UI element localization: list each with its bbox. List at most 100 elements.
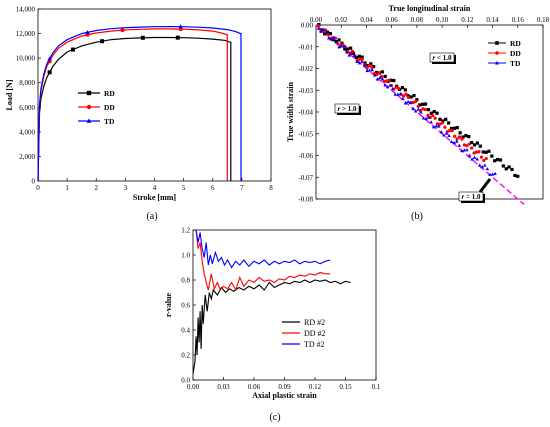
x-tick-label: 7 bbox=[240, 184, 244, 192]
data-point-DD bbox=[326, 33, 330, 37]
plot-frame bbox=[192, 229, 377, 381]
chart-a: 0 1 2 3 4 5 6 7 8 0 2,000 4,000 6,000 8,000 10,000 12,0… bbox=[5, 6, 273, 203]
x-tick-label: 0.00 bbox=[310, 16, 323, 24]
data-point-TD bbox=[398, 91, 403, 96]
series-line-TD bbox=[37, 25, 242, 182]
data-point-DD bbox=[477, 150, 481, 154]
data-point-DD bbox=[482, 158, 486, 163]
legend-marker-TD bbox=[495, 60, 499, 65]
data-point-DD bbox=[384, 79, 389, 83]
annotation-r-lt-1-box bbox=[429, 52, 455, 63]
data-point-DD bbox=[455, 137, 459, 141]
data-point-TD bbox=[355, 59, 359, 63]
x-tick-label: 0.12 bbox=[461, 16, 474, 24]
y-tick-label: 0 bbox=[32, 178, 36, 186]
y-tick-label: 0.2 bbox=[181, 352, 190, 360]
data-point-TD bbox=[347, 53, 352, 57]
data-point-DD bbox=[470, 146, 474, 150]
y-tick-label: 8,000 bbox=[19, 79, 35, 87]
y-tick-label: 1.2 bbox=[181, 227, 190, 235]
legend-marker-DD bbox=[495, 51, 499, 55]
chart-c: 0.00 0.03 0.06 0.09 0.12 0.15 0.1 0.0 0.2 0.4 0.6 0… bbox=[164, 227, 381, 401]
data-point-TD bbox=[362, 63, 367, 67]
data-point-DD bbox=[438, 122, 442, 126]
data-point-RD bbox=[470, 141, 474, 145]
data-point-TD bbox=[367, 68, 372, 72]
data-point-RD bbox=[423, 102, 428, 106]
y-tick-label: 14,000 bbox=[16, 6, 36, 14]
data-point-TD bbox=[332, 35, 336, 39]
x-tick-label: 0.06 bbox=[386, 16, 399, 24]
x-tick-label: 0.02 bbox=[335, 16, 348, 24]
data-point-DD bbox=[474, 150, 479, 154]
data-point-TD bbox=[485, 167, 490, 171]
data-point-TD bbox=[434, 124, 438, 128]
data-point-RD bbox=[441, 119, 445, 123]
data-point-RD bbox=[444, 117, 448, 121]
data-point-RD bbox=[389, 78, 393, 82]
data-point-RD bbox=[369, 62, 373, 66]
x-tick-label: 0.03 bbox=[217, 383, 230, 391]
data-point-RD bbox=[346, 47, 350, 51]
data-point-TD bbox=[390, 86, 395, 91]
series-RD bbox=[317, 22, 520, 178]
legend-label-RD: RD bbox=[104, 89, 115, 98]
legend-label-TD: TD bbox=[510, 59, 521, 68]
data-point-RD bbox=[363, 61, 367, 65]
data-point-RD bbox=[415, 98, 419, 102]
data-point-RD bbox=[337, 38, 341, 42]
data-point-TD bbox=[437, 124, 441, 128]
x-tick-label: 3 bbox=[124, 184, 128, 192]
data-point-RD bbox=[343, 47, 347, 51]
x-tick-label: 0.06 bbox=[248, 383, 261, 391]
data-point-RD bbox=[372, 64, 376, 69]
data-point-RD bbox=[383, 74, 387, 79]
data-point-DD bbox=[365, 66, 369, 70]
data-point-DD bbox=[370, 66, 374, 70]
data-point-TD bbox=[470, 157, 474, 161]
data-point-RD bbox=[475, 141, 480, 145]
data-point-TD bbox=[403, 101, 408, 105]
legend-label-RD2: RD #2 bbox=[304, 318, 325, 327]
data-point-DD bbox=[421, 107, 425, 111]
data-point-RD bbox=[464, 133, 468, 138]
data-point-TD bbox=[406, 99, 410, 104]
data-point-DD bbox=[394, 85, 398, 89]
plot-frame bbox=[37, 8, 272, 182]
data-point-TD bbox=[352, 53, 357, 57]
data-point-RD bbox=[412, 93, 416, 98]
data-point-DD bbox=[387, 78, 391, 82]
data-point-RD bbox=[323, 32, 327, 36]
y-tick-label: -0.02 bbox=[298, 65, 313, 73]
y-tick-label: -0.08 bbox=[298, 196, 313, 204]
data-point-DD bbox=[377, 71, 381, 75]
series-line-RD bbox=[37, 36, 232, 182]
data-point-DD bbox=[436, 122, 440, 126]
data-point-RD bbox=[438, 117, 442, 121]
data-point-RD bbox=[446, 121, 451, 125]
data-point-DD bbox=[416, 104, 420, 109]
data-point-TD bbox=[465, 148, 469, 152]
x-axis-label: True longitudinal strain bbox=[389, 4, 471, 13]
data-point-RD bbox=[516, 174, 520, 178]
data-point-RD bbox=[487, 149, 491, 153]
data-point-DD bbox=[467, 142, 471, 146]
x-tick-label: 6 bbox=[211, 184, 215, 192]
caption-b: (b) bbox=[411, 211, 423, 222]
data-point-RD bbox=[354, 56, 358, 60]
series-line-DD bbox=[37, 28, 228, 182]
x-tick-label: 8 bbox=[269, 184, 273, 192]
x-tick-label: 0.16 bbox=[512, 16, 525, 24]
data-point-TD bbox=[383, 83, 387, 87]
data-point-TD bbox=[396, 92, 400, 96]
data-point-TD bbox=[350, 51, 354, 55]
data-point-RD bbox=[458, 131, 462, 135]
data-point-TD bbox=[444, 131, 449, 135]
y-tick-label: 2,000 bbox=[19, 153, 35, 161]
data-point-TD bbox=[370, 68, 375, 72]
data-point-RD bbox=[493, 159, 497, 163]
data-point-TD bbox=[431, 125, 436, 129]
series-TD bbox=[316, 26, 497, 176]
data-point-TD bbox=[467, 153, 472, 157]
legend-marker-RD bbox=[495, 41, 499, 45]
